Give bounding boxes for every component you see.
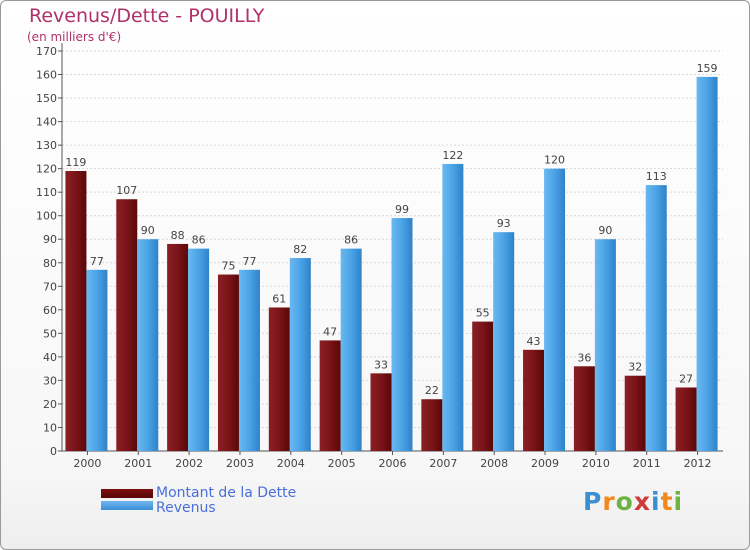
y-tick-label: 20 (43, 398, 57, 411)
legend-swatch-debt (101, 489, 153, 498)
data-label-debt: 107 (116, 184, 137, 197)
bar-debt (675, 387, 697, 451)
y-tick-label: 150 (36, 92, 57, 105)
bar-debt (116, 199, 138, 451)
logo-letter: r (602, 487, 616, 516)
data-label-debt: 47 (323, 325, 337, 338)
x-tick-label: 2004 (277, 457, 305, 470)
x-tick-label: 2011 (633, 457, 661, 470)
data-label-revenue: 90 (141, 224, 155, 237)
y-tick-label: 140 (36, 116, 57, 129)
legend-label-debt: Montant de la Dette (156, 485, 297, 501)
bar-revenue (86, 269, 108, 451)
bar-revenue (391, 218, 413, 451)
bar-revenue (137, 239, 159, 451)
data-label-revenue: 120 (544, 154, 565, 167)
chart-title: Revenus/Dette - POUILLY (29, 5, 265, 27)
bar-debt (319, 340, 341, 451)
data-label-revenue: 99 (395, 203, 409, 216)
data-label-debt: 55 (476, 307, 490, 320)
data-label-revenue: 77 (242, 255, 256, 268)
bar-debt (370, 373, 392, 451)
bar-debt (217, 274, 239, 451)
x-tick-label: 2012 (684, 457, 712, 470)
x-tick-label: 2002 (175, 457, 203, 470)
logo-letter: o (615, 487, 634, 516)
data-label-revenue: 77 (90, 255, 104, 268)
y-tick-label: 30 (43, 374, 57, 387)
y-tick-label: 170 (36, 45, 57, 58)
y-tick-label: 130 (36, 139, 57, 152)
x-tick-label: 2008 (480, 457, 508, 470)
x-tick-label: 2003 (226, 457, 254, 470)
bar-revenue (238, 269, 260, 451)
bar-revenue (696, 76, 718, 451)
y-tick-label: 0 (50, 445, 57, 458)
x-tick-label: 2009 (531, 457, 559, 470)
y-tick-label: 100 (36, 210, 57, 223)
y-tick-label: 160 (36, 69, 57, 82)
data-label-debt: 33 (374, 358, 388, 371)
bar-revenue (289, 258, 311, 451)
bar-revenue (340, 248, 362, 451)
bar-debt (421, 399, 443, 451)
bar-revenue (645, 185, 667, 451)
logo-letter: P (583, 487, 603, 516)
x-tick-label: 2010 (582, 457, 610, 470)
bar-revenue (442, 163, 464, 452)
data-label-revenue: 113 (646, 170, 667, 183)
x-tick-label: 2007 (429, 457, 457, 470)
data-label-debt: 75 (221, 260, 235, 273)
legend-swatch-revenue (101, 501, 153, 510)
y-tick-label: 120 (36, 163, 57, 176)
bar-revenue (594, 239, 616, 451)
bar-revenue (493, 232, 515, 451)
bar-revenue (188, 248, 210, 451)
y-tick-label: 80 (43, 257, 57, 270)
data-label-debt: 36 (577, 351, 591, 364)
logo-letter: i (673, 487, 684, 516)
x-tick-label: 2006 (379, 457, 407, 470)
logo-letter: t (660, 487, 674, 516)
x-tick-label: 2005 (328, 457, 356, 470)
y-tick-label: 40 (43, 351, 57, 364)
y-tick-label: 60 (43, 304, 57, 317)
bar-debt (472, 321, 494, 451)
data-label-revenue: 86 (344, 234, 358, 247)
legend-label-revenue: Revenus (156, 500, 216, 516)
bar-debt (523, 349, 545, 451)
data-label-debt: 88 (171, 229, 185, 242)
data-label-revenue: 82 (293, 243, 307, 256)
data-label-debt: 61 (272, 292, 286, 305)
bar-debt (167, 243, 189, 451)
bar-debt (268, 307, 290, 451)
data-label-debt: 119 (65, 156, 86, 169)
proxiti-logo: Proxiti (583, 487, 683, 516)
bar-revenue (544, 168, 566, 451)
x-tick-label: 2000 (73, 457, 101, 470)
y-tick-label: 90 (43, 233, 57, 246)
data-label-revenue: 90 (598, 224, 612, 237)
y-tick-label: 110 (36, 186, 57, 199)
x-tick-label: 2001 (124, 457, 152, 470)
data-label-debt: 43 (527, 335, 541, 348)
y-tick-label: 70 (43, 280, 57, 293)
data-label-revenue: 86 (192, 234, 206, 247)
y-tick-label: 50 (43, 327, 57, 340)
data-label-debt: 22 (425, 384, 439, 397)
data-label-debt: 32 (628, 361, 642, 374)
bar-debt (65, 171, 87, 451)
data-label-revenue: 93 (497, 217, 511, 230)
y-tick-label: 10 (43, 421, 57, 434)
logo-letter: x (633, 487, 651, 516)
data-label-debt: 27 (679, 372, 693, 385)
data-label-revenue: 159 (697, 62, 718, 75)
bar-debt (624, 375, 646, 451)
bar-debt (573, 366, 595, 451)
chart-subtitle: (en milliers d'€) (27, 30, 122, 44)
logo-letter: i (651, 487, 661, 516)
data-label-revenue: 122 (442, 149, 463, 162)
